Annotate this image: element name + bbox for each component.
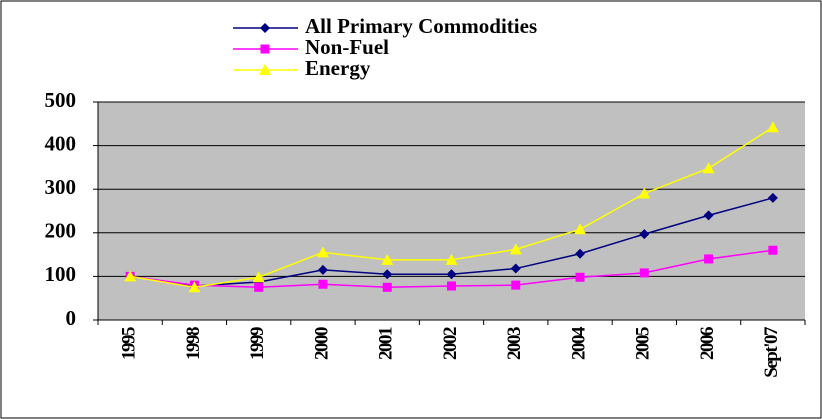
marker — [766, 121, 779, 133]
x-tick-label: 2006 — [697, 327, 718, 360]
marker — [575, 272, 585, 282]
y-tick-label: 500 — [45, 88, 77, 112]
legend-entry: All Primary Commodities — [233, 14, 537, 38]
marker — [446, 269, 457, 280]
x-tick-label: 1998 — [183, 327, 204, 360]
x-tick-label: 1995 — [118, 327, 139, 360]
y-tick-label: 300 — [45, 175, 77, 199]
x-tick-label: 2002 — [440, 327, 461, 360]
marker — [259, 64, 271, 75]
marker — [510, 263, 521, 274]
marker — [254, 282, 264, 292]
marker — [703, 210, 714, 221]
marker — [124, 270, 137, 282]
marker — [702, 162, 715, 174]
marker — [574, 223, 587, 235]
marker — [260, 23, 270, 33]
marker — [511, 280, 521, 290]
x-tick-label: 2001 — [376, 327, 397, 360]
legend-label: All Primary Commodities — [305, 14, 537, 38]
marker — [768, 245, 778, 255]
x-tick-label: Sept'07 — [761, 326, 782, 378]
marker — [381, 253, 394, 265]
x-tick-label: 2004 — [568, 326, 589, 360]
x-tick-label: 2003 — [504, 327, 525, 360]
marker — [260, 44, 270, 54]
marker — [639, 229, 650, 240]
y-tick-label: 100 — [45, 262, 77, 286]
x-tick-label: 2000 — [311, 327, 332, 360]
marker — [639, 268, 649, 278]
marker — [445, 253, 458, 265]
legend-entry: Energy — [233, 56, 371, 80]
marker — [382, 269, 393, 280]
legend-label: Energy — [305, 56, 371, 80]
marker — [252, 271, 265, 283]
marker — [317, 264, 328, 275]
legend-entry: Non-Fuel — [233, 35, 389, 59]
marker — [316, 246, 329, 258]
marker — [188, 281, 201, 293]
marker — [638, 187, 651, 199]
y-tick-label: 400 — [45, 131, 77, 155]
marker — [509, 243, 522, 255]
x-tick-label: 2005 — [633, 327, 654, 360]
marker — [767, 192, 778, 203]
y-tick-label: 200 — [45, 219, 77, 243]
marker — [382, 282, 392, 292]
x-tick-label: 1999 — [247, 327, 268, 360]
marker — [575, 248, 586, 259]
y-tick-label: 0 — [66, 306, 77, 330]
legend-label: Non-Fuel — [305, 35, 389, 59]
marker — [447, 281, 456, 291]
marker — [318, 279, 328, 289]
marker — [704, 254, 714, 264]
